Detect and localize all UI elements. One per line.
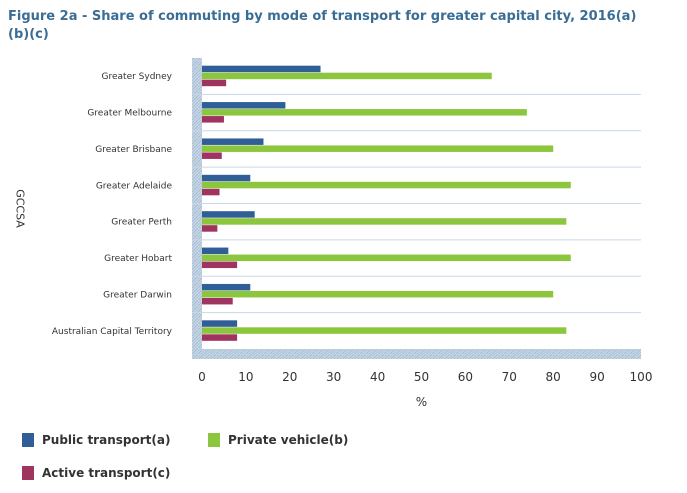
bar	[202, 72, 492, 80]
category-label: Greater Melbourne	[87, 109, 172, 119]
bar	[202, 254, 571, 262]
x-tick-label: 50	[414, 370, 429, 384]
bar	[202, 247, 229, 255]
bar	[202, 334, 238, 341]
bar	[202, 218, 567, 225]
bar	[202, 174, 251, 182]
x-tick-label: 40	[370, 370, 385, 384]
axis-frame	[192, 58, 641, 359]
x-axis-band	[192, 349, 641, 359]
bar	[202, 138, 264, 145]
x-tick-label: 20	[282, 370, 297, 384]
legend-item-active-transport: Active transport(c)	[22, 466, 170, 480]
bar	[202, 109, 527, 116]
legend-label-active: Active transport(c)	[42, 466, 171, 480]
legend-label-public: Public transport(a)	[42, 433, 171, 447]
x-tick-label: 60	[458, 370, 473, 384]
bar	[202, 145, 554, 152]
bar	[202, 65, 321, 73]
category-label: Greater Hobart	[104, 254, 172, 264]
bar	[202, 290, 554, 298]
bar	[202, 181, 571, 189]
legend-item-private-vehicle: Private vehicle(b)	[208, 433, 348, 447]
bar	[202, 225, 218, 232]
x-tick-label: 30	[326, 370, 341, 384]
bar	[202, 211, 255, 218]
bar	[202, 116, 224, 123]
bar	[202, 261, 238, 269]
legend-item-public-transport: Public transport(a)	[22, 433, 170, 447]
x-axis-label: %	[416, 395, 427, 409]
bar	[202, 327, 567, 334]
legend-swatch-private	[208, 433, 220, 447]
x-tick-label: 80	[546, 370, 561, 384]
category-label: Australian Capital Territory	[52, 327, 173, 337]
category-label: Greater Perth	[111, 218, 172, 228]
bar	[202, 320, 238, 327]
y-axis-band	[192, 58, 202, 359]
x-tick-label: 10	[238, 370, 253, 384]
bar	[202, 102, 286, 109]
bars	[202, 65, 571, 341]
bar	[202, 188, 220, 196]
x-tick-label: 70	[502, 370, 517, 384]
x-tick-label: 100	[630, 370, 653, 384]
x-tick-label: 90	[589, 370, 604, 384]
legend-swatch-active	[22, 466, 34, 480]
bar	[202, 152, 222, 159]
x-tick-label: 0	[198, 370, 206, 384]
bar	[202, 297, 233, 305]
category-label: Greater Brisbane	[95, 145, 172, 155]
bar	[202, 283, 251, 291]
bar	[202, 79, 227, 87]
category-label: Greater Darwin	[103, 290, 172, 300]
legend-label-private: Private vehicle(b)	[228, 433, 349, 447]
category-labels: Greater Sydney Greater Melbourne Greater B…	[52, 72, 173, 337]
category-label: Greater Sydney	[102, 72, 173, 82]
category-label: Greater Adelaide	[96, 181, 173, 191]
x-tick-labels: 0 10 20 30 40 50 60 70 80 90 100%	[198, 370, 652, 409]
legend-swatch-public	[22, 433, 34, 447]
chart-title: Figure 2a - Share of commuting by mode o…	[8, 9, 637, 42]
